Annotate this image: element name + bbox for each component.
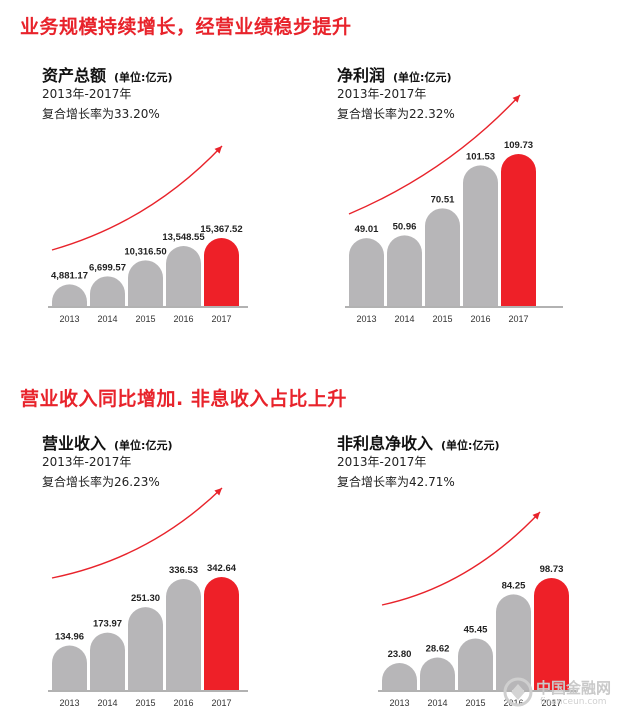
x-tick-label: 2015 bbox=[135, 314, 155, 324]
bar bbox=[90, 276, 125, 306]
x-tick-label: 2017 bbox=[508, 314, 528, 324]
period-text: 2013年-2017年 bbox=[337, 455, 427, 469]
bar-value-label: 49.01 bbox=[355, 224, 379, 235]
bar bbox=[496, 594, 531, 690]
bar-value-label: 134.96 bbox=[55, 631, 84, 642]
x-tick-label: 2014 bbox=[97, 698, 117, 708]
growth-text: 复合增长率为33.20% bbox=[42, 107, 160, 121]
section-title-revenue: 营业收入同比增加. 非息收入占比上升 bbox=[20, 388, 347, 410]
chart-name: 营业收入 bbox=[42, 434, 107, 453]
bar bbox=[387, 235, 422, 306]
bar-value-label: 109.73 bbox=[504, 140, 533, 151]
bar-value-label: 13,548.55 bbox=[162, 232, 205, 243]
x-tick-label: 2014 bbox=[394, 314, 414, 324]
x-tick-label: 2015 bbox=[432, 314, 452, 324]
bar bbox=[501, 154, 536, 306]
trend-arrow-line bbox=[51, 487, 223, 579]
bar bbox=[349, 238, 384, 306]
x-tick-label: 2013 bbox=[59, 698, 79, 708]
chart-name: 非利息净收入 bbox=[337, 434, 434, 453]
bar bbox=[128, 607, 163, 690]
bar-value-label: 173.97 bbox=[93, 619, 122, 630]
x-tick-label: 2014 bbox=[427, 698, 447, 708]
period-text: 2013年-2017年 bbox=[42, 455, 132, 469]
bar-value-label: 45.45 bbox=[464, 624, 488, 635]
x-tick-label: 2013 bbox=[389, 698, 409, 708]
unit-label: (单位:亿元) bbox=[441, 439, 500, 452]
x-tick-label: 2017 bbox=[541, 698, 561, 708]
bar bbox=[204, 577, 239, 690]
bar bbox=[52, 284, 87, 306]
chart-name: 净利润 bbox=[337, 66, 386, 85]
x-tick-label: 2016 bbox=[470, 314, 490, 324]
trend-arrow-head bbox=[214, 488, 222, 496]
bar bbox=[166, 246, 201, 306]
chart-title-operating-revenue: 营业收入 (单位:亿元) bbox=[42, 430, 172, 454]
bar bbox=[420, 657, 455, 690]
bar-value-label: 336.53 bbox=[169, 565, 198, 576]
bar bbox=[90, 632, 125, 690]
chart-title-total-assets: 资产总额 (单位:亿元) bbox=[42, 62, 172, 86]
x-tick-label: 2016 bbox=[173, 314, 193, 324]
bar-value-label: 15,367.52 bbox=[200, 224, 242, 235]
x-tick-label: 2016 bbox=[173, 698, 193, 708]
trend-arrow-head bbox=[214, 146, 222, 154]
bar-value-label: 70.51 bbox=[431, 194, 455, 205]
bar bbox=[425, 208, 460, 306]
bar bbox=[463, 165, 498, 306]
unit-label: (单位:亿元) bbox=[114, 71, 173, 84]
watermark-text: 中国金融网 bbox=[536, 679, 612, 697]
trend-arrow-line bbox=[348, 94, 521, 215]
x-tick-label: 2014 bbox=[97, 314, 117, 324]
bar-value-label: 10,316.50 bbox=[124, 246, 166, 257]
x-tick-label: 2017 bbox=[211, 698, 231, 708]
bar bbox=[458, 638, 493, 690]
bar bbox=[534, 578, 569, 690]
growth-text: 复合增长率为42.71% bbox=[337, 475, 455, 489]
bar-value-label: 342.64 bbox=[207, 563, 237, 574]
chart-title-non-interest-income: 非利息净收入 (单位:亿元) bbox=[337, 430, 499, 454]
bar bbox=[204, 238, 239, 306]
bar-value-label: 84.25 bbox=[502, 580, 526, 591]
bar-value-label: 28.62 bbox=[426, 644, 450, 655]
period-text: 2013年-2017年 bbox=[337, 87, 427, 101]
bar bbox=[382, 663, 417, 690]
growth-text: 复合增长率为26.23% bbox=[42, 475, 160, 489]
trend-arrow-head bbox=[512, 95, 520, 103]
watermark-logo-icon bbox=[503, 677, 533, 707]
chart-title-net-profit: 净利润 (单位:亿元) bbox=[337, 62, 451, 86]
unit-label: (单位:亿元) bbox=[114, 439, 173, 452]
period-text: 2013年-2017年 bbox=[42, 87, 132, 101]
watermark: 中国金融网 financeun.com bbox=[502, 675, 620, 715]
bar-value-label: 98.73 bbox=[540, 564, 564, 575]
x-tick-label: 2017 bbox=[211, 314, 231, 324]
trend-arrow-line bbox=[51, 145, 223, 251]
growth-text: 复合增长率为22.32% bbox=[337, 107, 455, 121]
unit-label: (单位:亿元) bbox=[393, 71, 452, 84]
chart-name: 资产总额 bbox=[42, 66, 107, 85]
x-tick-label: 2013 bbox=[356, 314, 376, 324]
bar-value-label: 23.80 bbox=[388, 649, 412, 660]
bar-value-label: 101.53 bbox=[466, 151, 495, 162]
bar-value-label: 50.96 bbox=[393, 221, 417, 232]
x-tick-label: 2015 bbox=[135, 698, 155, 708]
bar-value-label: 6,699.57 bbox=[89, 262, 126, 273]
x-tick-label: 2013 bbox=[59, 314, 79, 324]
x-tick-label: 2015 bbox=[465, 698, 485, 708]
section-title-business-scale: 业务规模持续增长，经营业绩稳步提升 bbox=[20, 16, 352, 38]
trend-arrow-head bbox=[532, 512, 540, 520]
bar-value-label: 4,881.17 bbox=[51, 270, 88, 281]
bar bbox=[128, 260, 163, 306]
bar-value-label: 251.30 bbox=[131, 593, 160, 604]
watermark-subtext: financeun.com bbox=[540, 697, 607, 707]
trend-arrow-line bbox=[381, 511, 541, 606]
bar bbox=[52, 645, 87, 690]
bar bbox=[166, 579, 201, 690]
